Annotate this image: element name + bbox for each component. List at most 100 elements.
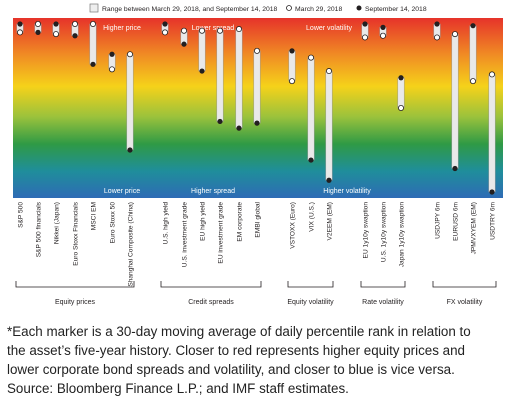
marker-mar29-usdtry-6m (488, 71, 495, 78)
tick-label-u-s-1y10y-swaption: U.S. 1y10y swaption (381, 202, 388, 262)
marker-sep14-usdtry-6m (489, 189, 495, 195)
source-line: Source: Bloomberg Finance L.P.; and IMF … (7, 381, 349, 396)
range-bar-msci-em (89, 23, 97, 65)
tick-label-v2eem-em: V2EEM (EM) (327, 202, 334, 240)
marker-mar29-s-p-500 (16, 29, 23, 36)
marker-sep14-vix-u-s (308, 157, 314, 163)
tick-label-eu-high-yield: EU high yield (200, 202, 207, 241)
marker-sep14-eurusd-6m (452, 165, 458, 172)
band-label-top-equity: Higher price (103, 25, 141, 32)
marker-mar29-eu-1y10y-swaption (361, 34, 368, 41)
marker-sep14-s-p-500-financials (35, 29, 41, 35)
marker-sep14-eu-investment-grade (217, 118, 223, 125)
legend-range-label: Range between March 29, 2018, and Septem… (102, 6, 278, 13)
tick-label-nikkei-japan: Nikkei (Japan) (54, 202, 61, 244)
marker-mar29-usdjpy-6m (433, 34, 440, 41)
legend-start-marker (286, 5, 292, 11)
tick-label-vix-u-s: VIX (U.S.) (309, 202, 316, 232)
marker-sep14-u-s-high-yield (162, 21, 168, 27)
range-bar-japan-1y10y-swaption (397, 77, 405, 109)
marker-sep14-jpmvxyem-em (470, 23, 476, 29)
group-bracket-equity-volatility (287, 281, 334, 288)
tick-label-usdjpy-6m: USDJPY 6m (435, 201, 442, 238)
band-label-bottom-volatility: Higher volatility (323, 188, 371, 195)
marker-mar29-eu-high-yield (198, 27, 205, 34)
range-bar-eu-investment-grade (216, 30, 224, 122)
marker-mar29-nikkei-japan (53, 31, 60, 38)
legend-end-label: September 14, 2018 (365, 6, 427, 13)
tick-label-em-corporate: EM corporate (237, 202, 244, 242)
marker-mar29-u-s-high-yield (161, 29, 168, 36)
marker-mar29-japan-1y10y-swaption (397, 105, 404, 112)
tick-label-euro-stoxx-financials: Euro Stoxx Financials (73, 201, 80, 265)
band-label-bottom-equity: Lower price (104, 188, 140, 195)
group-label-fx-volatility: FX volatility (447, 299, 483, 306)
tick-label-eurusd-6m: EURUSD 6m (453, 202, 460, 241)
tick-label-u-s-investment-grade: U.S. investment grade (182, 202, 189, 268)
tick-label-euro-stoxx-50: Euro Stoxx 50 (110, 202, 117, 244)
tick-label-shanghai-composite-china: Shanghai Composite (China) (128, 202, 135, 287)
marker-sep14-usdjpy-6m (434, 21, 440, 27)
tick-label-japan-1y10y-swaption: Japan 1y10y swaption (399, 202, 406, 268)
footnote-line-2: the asset’s five-year history. Closer to… (7, 343, 465, 358)
group-label-equity-volatility: Equity volatility (287, 299, 334, 306)
group-label-equity-prices: Equity prices (55, 299, 96, 306)
group-brackets: Equity prices Credit spreads Equity volati… (15, 281, 497, 306)
range-bar-jpmvxyem-em (469, 25, 477, 82)
legend: Range between March 29, 2018, and Septem… (89, 3, 427, 13)
band-label-top-credit: Lower spread (192, 25, 235, 32)
marker-sep14-euro-stoxx-financials (72, 33, 78, 39)
footnote-line-3: lower corporate bond spreads and volatil… (7, 362, 455, 377)
marker-sep14-s-p-500 (17, 21, 23, 27)
marker-mar29-euro-stoxx-financials (72, 20, 79, 27)
tick-label-s-p-500-financials: S&P 500 financials (36, 201, 43, 257)
marker-sep14-vstoxx-euro (289, 48, 295, 54)
marker-mar29-msci-em (90, 20, 97, 27)
marker-mar29-shanghai-composite-china (127, 51, 134, 58)
tick-label-eu-investment-grade: EU investment grade (218, 202, 225, 264)
marker-sep14-eu-high-yield (199, 68, 205, 74)
marker-sep14-v2eem-em (326, 177, 332, 183)
marker-mar29-u-s-1y10y-swaption (379, 32, 386, 39)
marker-sep14-embi-global (254, 120, 260, 126)
band-label-top-volatility: Lower volatility (306, 25, 352, 32)
marker-mar29-s-p-500-financials (35, 20, 42, 27)
marker-mar29-embi-global (253, 47, 260, 54)
marker-mar29-vix-u-s (307, 54, 314, 61)
marker-mar29-em-corporate (235, 26, 242, 33)
range-bar-usdtry-6m (488, 74, 496, 193)
band-labels: Higher price Lower spread Lower volatili… (103, 25, 371, 195)
tick-label-jpmvxyem-em: JPMVXYEM (EM) (471, 202, 478, 254)
marker-mar29-eu-investment-grade (216, 27, 223, 34)
group-label-credit-spreads: Credit spreads (188, 299, 234, 306)
tick-label-eu-1y10y-swaption: EU 1y10y swaption (363, 202, 370, 259)
range-bar-vix-u-s (307, 57, 315, 161)
marker-mar29-jpmvxyem-em (469, 78, 476, 85)
range-bar-eu-high-yield (198, 30, 206, 72)
group-label-rate-volatility: Rate volatility (362, 299, 404, 306)
tick-label-embi-global: EMBI global (255, 201, 262, 237)
tick-label-u-s-high-yield: U.S. high yield (163, 202, 170, 245)
tick-label-msci-em: MSCI EM (91, 202, 98, 230)
marker-sep14-msci-em (90, 61, 96, 67)
range-bar-eurusd-6m (451, 33, 459, 169)
group-bracket-equity-prices (15, 281, 135, 288)
marker-sep14-em-corporate (236, 125, 242, 131)
range-bar-vstoxx-euro (288, 50, 296, 82)
marker-sep14-u-s-investment-grade (181, 41, 187, 47)
marker-mar29-vstoxx-euro (288, 78, 295, 85)
marker-sep14-eu-1y10y-swaption (362, 21, 368, 27)
tick-label-s-p-500: S&P 500 (18, 202, 25, 228)
range-bar-shanghai-composite-china (126, 53, 134, 151)
tick-label-usdtry-6m: USDTRY 6m (490, 202, 497, 240)
marker-sep14-nikkei-japan (53, 21, 59, 27)
range-bar-v2eem-em (325, 70, 333, 181)
group-bracket-rate-volatility (360, 281, 406, 288)
asset-tick-labels: S&P 500 S&P 500 financials Nikkei (Japan) E… (18, 201, 497, 286)
marker-sep14-japan-1y10y-swaption (398, 75, 404, 81)
legend-start-label: March 29, 2018 (295, 6, 342, 13)
marker-mar29-v2eem-em (325, 68, 332, 75)
marker-sep14-u-s-1y10y-swaption (380, 24, 386, 30)
footnote-line-1: *Each marker is a 30-day moving average … (7, 324, 471, 339)
